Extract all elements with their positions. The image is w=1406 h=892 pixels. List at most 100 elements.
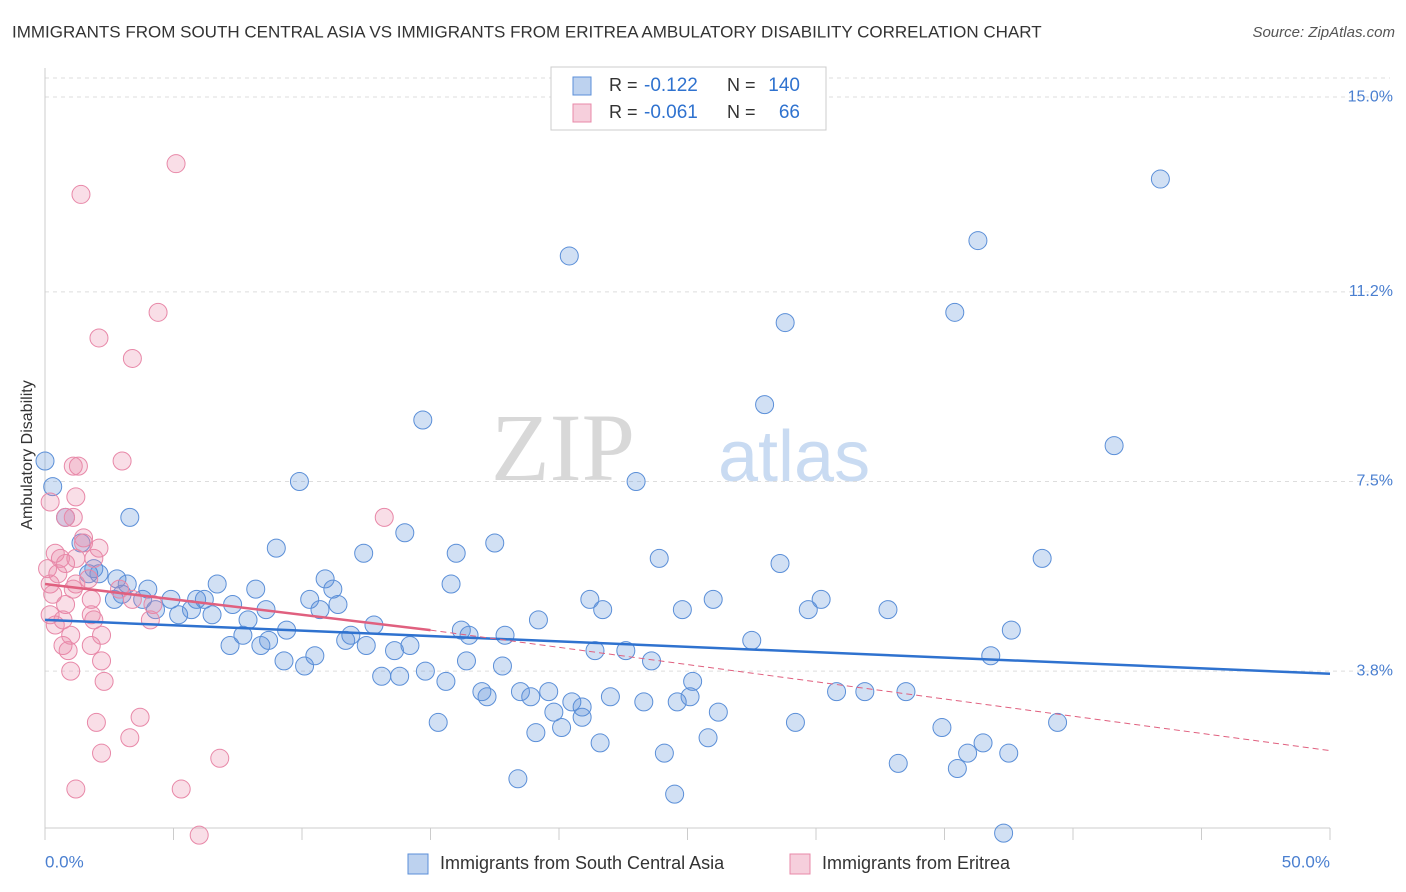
point — [189, 825, 209, 845]
point — [708, 702, 728, 722]
y-tick-label: 3.8% — [1357, 662, 1393, 679]
point — [146, 600, 166, 620]
point — [600, 687, 620, 707]
point — [395, 523, 415, 543]
point — [202, 605, 222, 625]
legend-swatch — [572, 103, 592, 123]
legend-box — [550, 66, 827, 131]
point — [122, 348, 142, 368]
point — [981, 646, 1001, 666]
point — [148, 302, 168, 322]
point — [336, 630, 356, 650]
point — [775, 313, 795, 333]
point — [45, 543, 65, 563]
point — [246, 579, 266, 599]
point — [1001, 620, 1021, 640]
point — [654, 743, 674, 763]
point — [89, 538, 109, 558]
trend-line — [430, 629, 1331, 752]
point — [495, 625, 515, 645]
point — [61, 625, 81, 645]
point — [585, 641, 605, 661]
point — [994, 823, 1014, 843]
point — [220, 636, 240, 656]
point — [492, 656, 512, 676]
y-tick-label: 11.2% — [1349, 283, 1393, 300]
point — [441, 574, 461, 594]
point — [171, 779, 191, 799]
point — [56, 595, 76, 615]
legend-swatch — [407, 853, 429, 875]
point — [510, 682, 530, 702]
y-tick-label: 7.5% — [1357, 473, 1393, 490]
point — [328, 595, 348, 615]
legend-n-value: 66 — [779, 102, 800, 123]
point — [166, 154, 186, 174]
point — [92, 625, 112, 645]
point — [120, 507, 140, 527]
point — [251, 636, 271, 656]
point — [266, 538, 286, 558]
point — [356, 636, 376, 656]
point — [590, 733, 610, 753]
point — [210, 748, 230, 768]
point — [968, 231, 988, 251]
point — [811, 589, 831, 609]
point — [89, 564, 109, 584]
point — [354, 543, 374, 563]
point — [89, 328, 109, 348]
legend-r-value: -0.122 — [644, 75, 698, 96]
point — [415, 661, 435, 681]
point — [626, 471, 646, 491]
legend-n-label: N = — [727, 102, 756, 122]
point — [798, 600, 818, 620]
point — [74, 533, 94, 553]
point — [559, 246, 579, 266]
point — [143, 595, 163, 615]
point — [539, 682, 559, 702]
point — [947, 759, 967, 779]
point — [58, 641, 78, 661]
point — [56, 554, 76, 574]
point — [544, 702, 564, 722]
x-tick-label: 50.0% — [1282, 852, 1330, 871]
point — [68, 456, 88, 476]
point — [92, 651, 112, 671]
point — [634, 692, 654, 712]
point — [310, 600, 330, 620]
chart-title: IMMIGRANTS FROM SOUTH CENTRAL ASIA VS IM… — [12, 22, 1042, 41]
point — [616, 641, 636, 661]
point — [508, 769, 528, 789]
point — [81, 636, 101, 656]
point — [79, 564, 99, 584]
point — [1150, 169, 1170, 189]
point — [827, 682, 847, 702]
point — [477, 687, 497, 707]
point — [300, 589, 320, 609]
point — [680, 687, 700, 707]
point — [79, 569, 99, 589]
trend-line — [44, 582, 431, 632]
point — [562, 692, 582, 712]
point — [315, 569, 335, 589]
point — [667, 692, 687, 712]
point — [207, 574, 227, 594]
point — [999, 743, 1019, 763]
point — [323, 579, 343, 599]
point — [38, 559, 58, 579]
legend-n-value: 140 — [768, 75, 800, 96]
point — [48, 564, 68, 584]
legend-n-label: N = — [727, 75, 756, 95]
point — [84, 548, 104, 568]
point — [84, 610, 104, 630]
point — [295, 656, 315, 676]
legend-label: Immigrants from South Central Asia — [440, 853, 725, 873]
point — [672, 600, 692, 620]
point — [855, 682, 875, 702]
legend-swatch — [789, 853, 811, 875]
point — [1048, 712, 1068, 732]
point — [932, 718, 952, 738]
x-tick-label: 0.0% — [45, 852, 84, 871]
point — [140, 610, 160, 630]
point — [572, 707, 592, 727]
